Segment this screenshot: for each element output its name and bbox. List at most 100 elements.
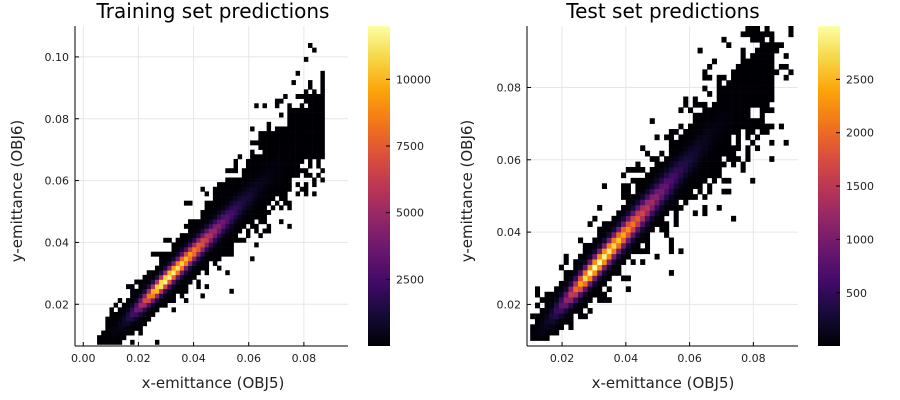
heatmap-cell (154, 284, 160, 290)
heatmap-cell (640, 215, 646, 222)
heatmap-cell (254, 223, 259, 229)
heatmap-cell (258, 177, 263, 183)
heatmap-cell (316, 163, 321, 169)
colorbar-tick-label: 2000 (846, 127, 874, 140)
heatmap-cell (716, 118, 722, 124)
heatmap-cell (241, 168, 247, 174)
heatmap-cell (735, 118, 741, 124)
heatmap-cell (163, 270, 168, 276)
heatmap-cell (126, 298, 131, 304)
heatmap-cell (217, 191, 222, 197)
heatmap-cell (578, 253, 584, 260)
heatmap-cell (692, 183, 698, 190)
heatmap-cell (138, 307, 143, 313)
heatmap-cell (702, 150, 708, 157)
heatmap-cell (530, 313, 536, 320)
heatmap-cell (221, 214, 226, 220)
heatmap-cell (279, 196, 284, 201)
x-tick-label: 0.04 (181, 352, 206, 365)
heatmap-cell (697, 145, 703, 152)
heatmap-cell (587, 270, 593, 276)
heatmap-cell (764, 91, 770, 97)
heatmap-cell (731, 96, 737, 103)
heatmap-cell (154, 265, 160, 271)
heatmap-cell (150, 302, 156, 308)
heatmap-cell (707, 145, 713, 152)
heatmap-cell (283, 182, 288, 188)
heatmap-cell (287, 131, 292, 137)
heatmap-cell (711, 129, 717, 135)
heatmap-cell (217, 228, 222, 234)
heatmap-cell (126, 284, 131, 290)
heatmap-cell (121, 325, 127, 331)
heatmap-cell (283, 196, 288, 201)
heatmap-cell (688, 139, 694, 146)
heatmap-cell (606, 248, 612, 255)
heatmap-cell (630, 177, 636, 184)
heatmap-cell (554, 302, 560, 309)
heatmap-cell (200, 228, 205, 234)
heatmap-cell (778, 63, 784, 70)
heatmap-cell (229, 196, 234, 201)
y-tick-label: 0.08 (45, 113, 70, 126)
heatmap-cell (183, 270, 189, 276)
heatmap-cell (635, 167, 641, 173)
heatmap-cell (692, 161, 698, 168)
heatmap-cell (707, 167, 713, 173)
heatmap-cell (167, 256, 172, 262)
heatmap-cell (630, 194, 636, 200)
heatmap-cell (320, 84, 325, 90)
heatmap-cell (630, 199, 636, 206)
heatmap-cell (745, 123, 751, 130)
heatmap-cell (573, 297, 579, 303)
heatmap-cell (731, 107, 737, 114)
heatmap-cell (229, 186, 234, 192)
heatmap-cell (196, 219, 201, 225)
heatmap-cell (254, 228, 259, 234)
heatmap-cell (735, 134, 741, 141)
heatmap-cell (659, 177, 665, 184)
heatmap-cell (635, 199, 641, 206)
heatmap-cell (167, 279, 172, 285)
heatmap-cell (587, 275, 593, 282)
heatmap-cell (233, 191, 238, 197)
heatmap-cell (175, 237, 181, 243)
heatmap-cell (320, 89, 325, 95)
heatmap-cell (688, 150, 694, 157)
heatmap-cell (291, 112, 296, 118)
heatmap-cell (668, 188, 674, 195)
heatmap-cell (534, 291, 541, 298)
heatmap-cell (606, 226, 612, 233)
heatmap-cell (320, 126, 325, 132)
heatmap-cell (683, 188, 689, 195)
heatmap-cell (726, 118, 732, 124)
heatmap-cell (258, 172, 263, 178)
heatmap-cell (279, 191, 284, 197)
heatmap-cell (258, 209, 263, 215)
heatmap-cell (721, 107, 727, 114)
heatmap-cell (212, 196, 218, 201)
heatmap-cell (716, 172, 722, 179)
heatmap-cell (225, 219, 230, 225)
heatmap-cell (726, 145, 732, 152)
heatmap-cell (668, 177, 674, 184)
heatmap-cell (171, 242, 176, 248)
heatmap-cell (113, 335, 119, 341)
heatmap-cell (601, 291, 608, 298)
heatmap-cell (654, 177, 660, 184)
heatmap-cell (291, 121, 296, 127)
heatmap-cell (731, 150, 737, 157)
heatmap-cell (217, 200, 222, 206)
heatmap-cell (266, 163, 272, 169)
heatmap-cell (774, 42, 780, 48)
heatmap-cell (266, 186, 272, 192)
heatmap-cell (233, 233, 238, 239)
heatmap-cell (150, 284, 156, 290)
heatmap-cell (702, 177, 708, 184)
heatmap-cell (640, 145, 646, 152)
chart-title: Training set predictions (96, 0, 330, 23)
heatmap-cell (702, 210, 708, 217)
heatmap-cell (534, 335, 541, 341)
heatmap-cell (764, 101, 770, 108)
heatmap-cell (254, 154, 259, 160)
